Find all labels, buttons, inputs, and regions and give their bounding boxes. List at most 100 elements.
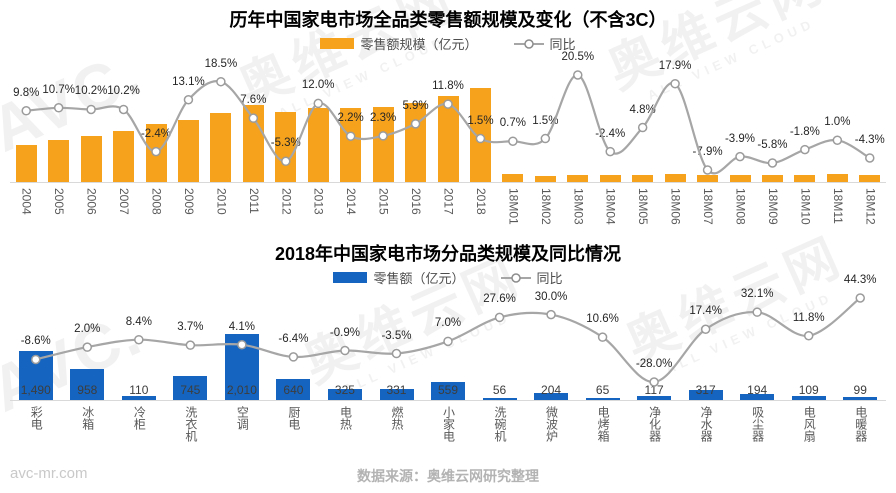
bar (632, 174, 654, 182)
bar (431, 381, 465, 400)
x-axis-label: 电风扇 (802, 406, 817, 442)
bar (379, 389, 414, 400)
x-axis-label: 2009 (181, 188, 196, 215)
x-axis-label: 2017 (441, 188, 456, 215)
x-axis-label: 2008 (149, 188, 164, 215)
bar (688, 389, 723, 400)
bar (567, 174, 589, 182)
legend-label: 同比 (549, 37, 576, 52)
bar-value-label: 1,490 (20, 383, 51, 397)
x-axis-label: 18M09 (765, 188, 780, 225)
line-point (546, 309, 556, 320)
bar-value-label: 204 (541, 383, 562, 397)
bar (843, 396, 878, 400)
x-axis-label: 洗衣机 (183, 406, 198, 442)
x-axis-label: 燃热 (389, 406, 404, 430)
x-axis-label: 2015 (376, 188, 391, 215)
yoy-percent-label: 4.1% (228, 320, 255, 333)
legend-label: 同比 (536, 271, 563, 286)
yoy-percent-label: -28.0% (635, 358, 673, 370)
x-axis-label: 2010 (214, 188, 229, 215)
bar-value-label: 640 (283, 383, 304, 397)
yoy-percent-label: 7.0% (434, 317, 462, 330)
bar-value-label: 56 (492, 383, 507, 397)
x-axis-label: 空调 (235, 406, 250, 430)
legend-item-yoy: 同比 (500, 268, 563, 287)
x-axis-label: 18M05 (636, 188, 651, 225)
bar-value-label: 2,010 (226, 383, 257, 397)
x-axis-label: 小家电 (441, 406, 456, 442)
yoy-percent-label: 8.4% (125, 315, 152, 328)
x-axis-label: 电热 (338, 406, 353, 430)
legend-label: 零售额规模（亿元） (360, 37, 478, 52)
x-axis-label: 18M06 (668, 188, 683, 225)
yoy-percent-label: -8.6% (20, 335, 51, 348)
bar-value-label: 325 (334, 383, 355, 397)
x-axis-label: 18M01 (506, 188, 521, 225)
yoy-percent-label: 17.9% (658, 59, 692, 72)
yoy-percent-label: 20.5% (561, 51, 595, 63)
legend-item-yoy: 同比 (513, 34, 576, 53)
bar (327, 389, 362, 400)
x-axis-label: 2018 (473, 188, 488, 215)
line-point (443, 336, 453, 347)
line-point (494, 312, 505, 323)
x-axis-label: 2004 (19, 188, 34, 215)
bar (482, 398, 517, 400)
line-point (700, 324, 711, 335)
x-axis-label: 净化器 (647, 406, 662, 442)
bar-value-label: 958 (77, 383, 98, 397)
x-axis-label: 彩电 (29, 406, 44, 430)
x-axis-label: 18M10 (798, 188, 813, 225)
x-axis-label: 2014 (344, 188, 359, 215)
bar-value-label: 317 (695, 383, 716, 397)
line-marker-icon (513, 38, 544, 49)
bar (534, 393, 569, 400)
yoy-percent-label: 17.4% (689, 305, 722, 318)
x-axis-label: 18M07 (701, 188, 716, 225)
bar (276, 379, 311, 400)
x-axis-label: 18M02 (538, 188, 553, 225)
yoy-percent-label: -6.4% (278, 332, 309, 345)
trend-line (35, 297, 861, 384)
bar (826, 173, 848, 182)
bar-value-label: 194 (747, 383, 768, 397)
x-axis-label: 厨电 (286, 406, 301, 430)
bar (637, 396, 672, 400)
x-axis-label: 2016 (409, 188, 424, 215)
x-axis-label: 冰箱 (80, 406, 95, 430)
yoy-percent-label: 3.7% (177, 321, 204, 334)
x-axis-label: 2007 (117, 188, 132, 215)
x-axis-label: 2011 (246, 188, 261, 214)
bar-swatch-icon (333, 272, 368, 283)
legend-item-retail: 零售额（亿元） (333, 268, 465, 287)
x-axis-label: 电暖器 (853, 406, 868, 442)
data-source-note: 数据来源：奥维云网研究整理 (357, 468, 539, 484)
bar (697, 174, 719, 182)
yoy-percent-label: -0.9% (329, 326, 360, 339)
bar (502, 173, 524, 182)
yoy-percent-label: 32.1% (740, 288, 774, 301)
bar-value-label: 99 (853, 383, 867, 397)
line-point (752, 307, 762, 317)
line-point (288, 352, 299, 362)
yoy-percent-label: 18.5% (204, 57, 238, 70)
bar (599, 174, 621, 182)
yoy-percent-label: 27.6% (483, 293, 516, 306)
legend-item-retail: 零售额规模（亿元） (320, 34, 478, 53)
x-axis-label: 18M12 (863, 188, 878, 225)
yoy-percent-label: 2.0% (74, 323, 101, 336)
line-point (82, 342, 93, 352)
bar-value-label: 110 (129, 383, 149, 397)
bar-value-label: 117 (644, 383, 664, 397)
bar (664, 173, 686, 182)
yoy-percent-label: -3.5% (381, 329, 412, 342)
line-point (803, 331, 814, 341)
bar (729, 175, 751, 182)
x-axis-label: 2013 (311, 188, 326, 215)
line-point (855, 293, 865, 303)
bar (761, 175, 783, 182)
x-axis-label: 电烤箱 (596, 406, 611, 442)
bar (740, 393, 775, 400)
